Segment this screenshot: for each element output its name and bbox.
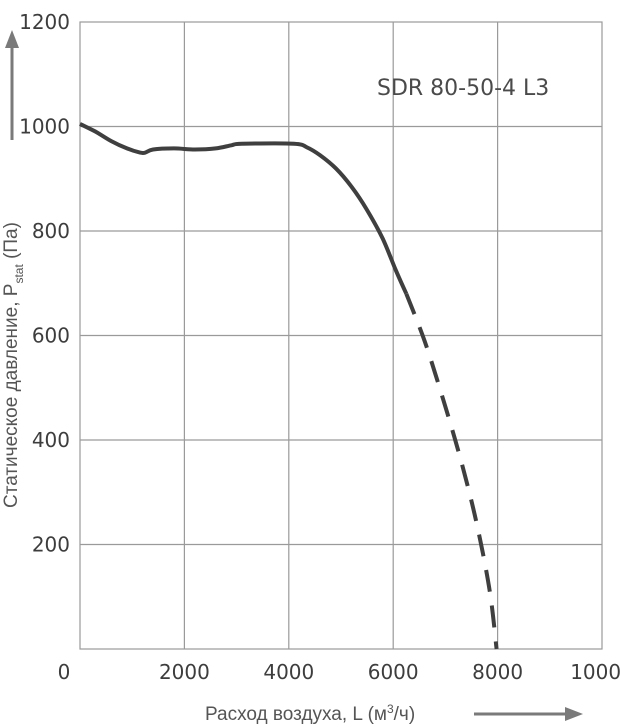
- x-axis-label-sup: 3: [387, 702, 394, 716]
- y-tick-label: 800: [32, 219, 70, 243]
- x-tick-label: 2000: [159, 660, 210, 684]
- y-axis-label-end: (Па): [1, 222, 22, 264]
- series-group: [79, 122, 499, 650]
- x-tick-label: 4000: [263, 660, 314, 684]
- y-tick-label: 1000: [19, 115, 70, 139]
- x-axis-label: Расход воздуха, L (м3/ч): [205, 702, 415, 725]
- y-axis-arrow-icon: [5, 30, 19, 140]
- curve-measured: [79, 122, 409, 295]
- y-tick-label: 400: [32, 428, 70, 452]
- x-axis-label-main: Расход воздуха, L (м: [205, 704, 387, 725]
- x-axis-label-end: /ч): [394, 704, 416, 725]
- y-axis-label: Статическое давление, Pstat (Па): [1, 222, 26, 508]
- y-tick-label: 200: [32, 533, 70, 557]
- grid: [79, 21, 603, 650]
- chart-title: SDR 80-50-4 L3: [377, 76, 549, 101]
- x-tick-label: 8000: [472, 660, 523, 684]
- y-axis-label-sub: stat: [12, 264, 26, 284]
- y-axis-label-main: Статическое давление, P: [1, 284, 22, 508]
- x-tick-label: 0: [58, 660, 71, 684]
- tick-labels: 0 2000 4000 6000 8000 10000 200 400 600 800 1000 12…: [19, 10, 620, 684]
- y-tick-label: 600: [32, 324, 70, 348]
- x-tick-label: 10000: [570, 660, 620, 684]
- x-tick-label: 6000: [368, 660, 419, 684]
- y-tick-label: 1200: [19, 10, 70, 34]
- curve-extrapolated: [404, 292, 499, 650]
- x-axis-arrow-icon: [474, 707, 583, 721]
